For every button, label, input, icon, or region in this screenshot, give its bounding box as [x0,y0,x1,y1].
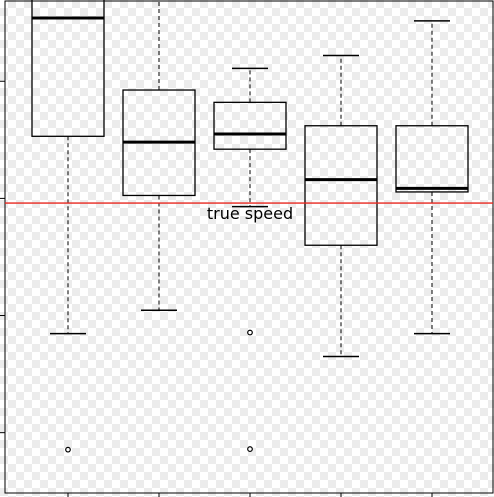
box [395,125,469,193]
box-group [122,0,196,312]
box-group [395,20,469,335]
outlier-point [247,446,253,452]
plot-frame [4,0,494,494]
box-group [213,67,287,452]
box [213,101,287,150]
box-group [31,0,105,453]
y-axis-ticks [0,80,5,434]
reference-line-label: true speed [207,204,293,223]
outlier-point [65,446,71,453]
box-series [31,0,469,453]
box [31,0,105,137]
box [304,125,378,246]
box-group [304,54,378,358]
x-axis-ticks [67,493,433,497]
outlier-point [247,329,253,336]
